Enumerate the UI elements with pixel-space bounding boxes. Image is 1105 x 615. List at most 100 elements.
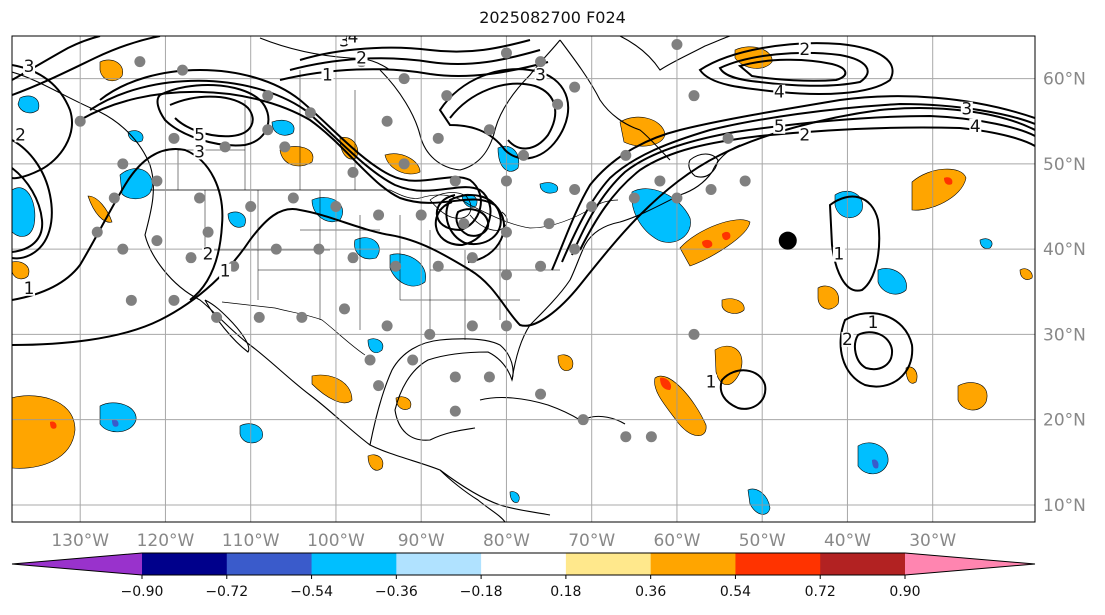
coastlines <box>12 36 741 522</box>
station-dot <box>518 149 529 161</box>
contour-line <box>828 195 881 292</box>
contour-line <box>79 90 506 263</box>
station-dot <box>347 252 359 264</box>
contour-label: 2 <box>799 125 810 145</box>
contour-label-bg <box>202 246 215 262</box>
station-dot <box>381 115 393 127</box>
anomaly-negative <box>509 491 520 503</box>
latitude-labels: 10°N 20°N 30°N 40°N 50°N 60°N <box>1043 70 1086 516</box>
contour-line <box>445 194 502 246</box>
colorbar-label: 0.90 <box>889 584 920 600</box>
anomaly-negative <box>877 268 907 295</box>
station-dot <box>117 243 129 255</box>
coastline-hudson-bay <box>379 39 561 171</box>
station-dot <box>330 201 342 213</box>
station-dot <box>304 107 316 119</box>
contour-label: 2 <box>15 125 26 145</box>
station-dot <box>628 192 640 204</box>
contour-label: 4 <box>774 83 785 103</box>
coastline-labrador <box>559 39 671 161</box>
station-dot <box>671 192 683 204</box>
contour-label-bg <box>960 101 973 117</box>
anomaly-negative <box>127 130 144 143</box>
station-dot <box>287 192 299 204</box>
contour-label: 1 <box>834 245 845 265</box>
station-dot <box>219 141 231 153</box>
anomaly-positive <box>905 366 918 384</box>
contour-label: 1 <box>24 279 35 299</box>
station-dot <box>245 201 257 213</box>
station-dot <box>466 252 478 264</box>
colorbar-label: −0.18 <box>460 584 503 600</box>
station-dot <box>211 311 223 323</box>
contour-line <box>571 114 1035 256</box>
station-dot <box>586 201 598 213</box>
contour-line <box>12 148 224 301</box>
anomaly-negative <box>857 442 889 475</box>
anomaly-negative <box>367 338 384 353</box>
station-dot <box>500 269 512 281</box>
station-dot <box>620 431 632 443</box>
contour-label-bg <box>193 127 206 143</box>
longitude-label: 30°W <box>909 531 956 551</box>
contour-label: 3 <box>339 32 350 52</box>
contour-line <box>737 58 847 82</box>
contour-label-bg <box>832 246 845 262</box>
station-dot <box>296 311 308 323</box>
station-dot <box>262 90 274 102</box>
station-dot <box>645 431 657 443</box>
contour-label-bg <box>773 84 786 100</box>
longitude-label: 130°W <box>51 531 109 551</box>
contour-line <box>698 42 894 95</box>
station-dot <box>654 175 666 187</box>
contour-label-bg <box>23 59 36 75</box>
station-dot <box>535 388 547 400</box>
contour-label-bg <box>347 36 359 45</box>
colorbar-label: 0.36 <box>635 584 666 600</box>
station-dot <box>458 218 470 230</box>
coastline-hispaniola <box>587 415 626 425</box>
coastline-newfoundland <box>688 153 719 178</box>
station-dot <box>500 175 512 187</box>
contour-label: 1 <box>868 313 879 333</box>
contour-line <box>455 208 490 237</box>
anomaly-positive <box>367 454 384 471</box>
station-dot <box>202 226 214 238</box>
longitude-label: 60°W <box>653 531 700 551</box>
station-dot <box>432 132 444 144</box>
station-dot <box>279 141 291 153</box>
border-us-mexico <box>221 301 366 356</box>
anomaly-positive <box>99 59 123 82</box>
contour-line <box>299 39 531 61</box>
anomaly-positive <box>817 285 839 310</box>
anomaly-positive <box>679 219 751 267</box>
state-boundaries <box>177 70 560 340</box>
station-dot <box>364 354 376 366</box>
anomaly-strong-positive <box>944 177 953 185</box>
station-dot <box>577 414 589 426</box>
station-dot <box>253 311 265 323</box>
station-markers <box>74 39 751 443</box>
colorbar-label: 0.54 <box>720 584 751 600</box>
station-dot <box>500 320 512 332</box>
contour-line <box>719 369 767 410</box>
station-dot <box>134 56 146 68</box>
station-dot <box>500 226 512 238</box>
station-dot <box>535 56 547 68</box>
colorbar-segment <box>820 553 906 575</box>
anomaly-positive <box>1019 268 1033 280</box>
contour-line <box>839 312 914 388</box>
longitude-labels: 130°W 120°W 110°W 100°W 90°W 80°W 70°W 60°W 50°W… <box>51 531 956 551</box>
latitude-label: 30°N <box>1043 325 1086 345</box>
contour-line <box>12 139 53 260</box>
map-background <box>12 36 1035 522</box>
contour-label: 4 <box>348 27 359 47</box>
station-dot <box>688 90 700 102</box>
colorbar-labels: −0.90 −0.72 −0.54 −0.36 −0.18 0.18 0.36 0.54 0.7… <box>121 575 921 600</box>
station-dot <box>466 320 478 332</box>
contour-label: 3 <box>535 66 546 86</box>
contour-line <box>12 167 44 253</box>
contour-label: 5 <box>774 117 785 137</box>
